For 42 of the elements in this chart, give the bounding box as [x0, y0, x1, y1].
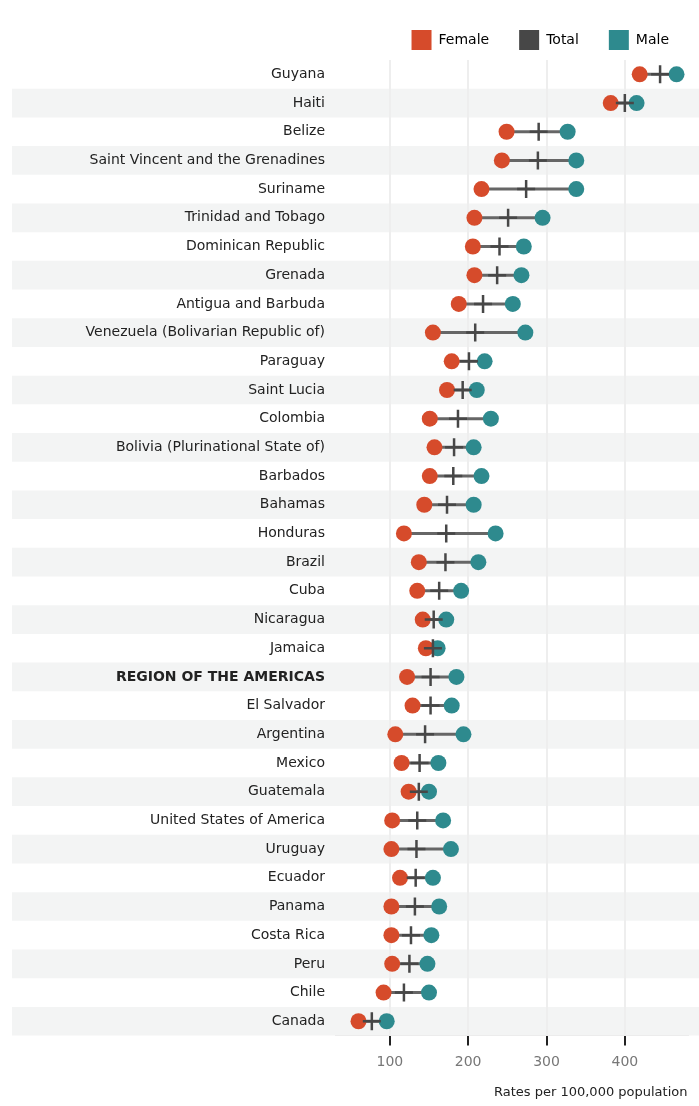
y-tick-label: Honduras: [257, 524, 325, 541]
y-tick-label: Grenada: [265, 265, 325, 282]
y-tick-label: Mexico: [276, 753, 325, 770]
x-tick-label: 100: [376, 1052, 404, 1069]
y-tick-label: Panama: [268, 897, 325, 914]
y-tick-label: Jamaica: [268, 638, 325, 655]
y-tick-label: Cuba: [288, 581, 325, 598]
y-tick-label: Canada: [271, 1011, 325, 1028]
y-tick-label: Guatemala: [247, 782, 325, 799]
y-tick-label: Bahamas: [259, 495, 325, 512]
y-tick-label: Trinidad and Tobago: [183, 208, 325, 225]
y-tick-label: Saint Vincent and the Grenadines: [89, 151, 325, 168]
y-tick-label: Uruguay: [265, 839, 325, 856]
x-tick-label: 200: [454, 1052, 482, 1069]
y-tick-label: El Salvador: [246, 696, 326, 713]
y-tick-label: Antigua and Barbuda: [176, 294, 325, 311]
y-tick-label: Ecuador: [267, 868, 326, 885]
y-tick-label: Paraguay: [259, 351, 325, 368]
y-tick-label: Venezuela (Bolivarian Republic of): [85, 323, 325, 340]
legend-label: Total: [545, 30, 579, 47]
legend-label: Female: [438, 30, 490, 47]
y-tick-label: Brazil: [285, 552, 325, 569]
y-tick-label: Colombia: [259, 409, 325, 426]
y-tick-label: Belize: [283, 122, 325, 139]
y-tick-label: Argentina: [256, 724, 325, 741]
y-tick-label: Peru: [293, 954, 325, 971]
x-tick-label: 300: [533, 1052, 560, 1069]
y-tick-label: Haiti: [292, 93, 325, 110]
x-tick-label: 400: [611, 1052, 639, 1069]
y-tick-label: Costa Rica: [250, 925, 325, 942]
y-tick-label: REGION OF THE AMERICAS: [115, 667, 325, 684]
y-tick-label: Saint Lucia: [248, 380, 325, 397]
y-tick-label: United States of America: [150, 811, 325, 828]
y-tick-label: Bolivia (Plurinational State of): [115, 438, 325, 455]
y-tick-label: Dominican Republic: [185, 237, 325, 254]
y-tick-label: Chile: [289, 983, 325, 1000]
y-tick-label: Barbados: [258, 466, 325, 483]
legend-label: Male: [635, 30, 670, 47]
x-axis-title: Rates per 100,000 population: [493, 1083, 688, 1099]
y-tick-label: Nicaragua: [253, 610, 325, 627]
y-tick-label: Guyana: [270, 64, 325, 81]
y-tick-label: Suriname: [257, 179, 325, 196]
